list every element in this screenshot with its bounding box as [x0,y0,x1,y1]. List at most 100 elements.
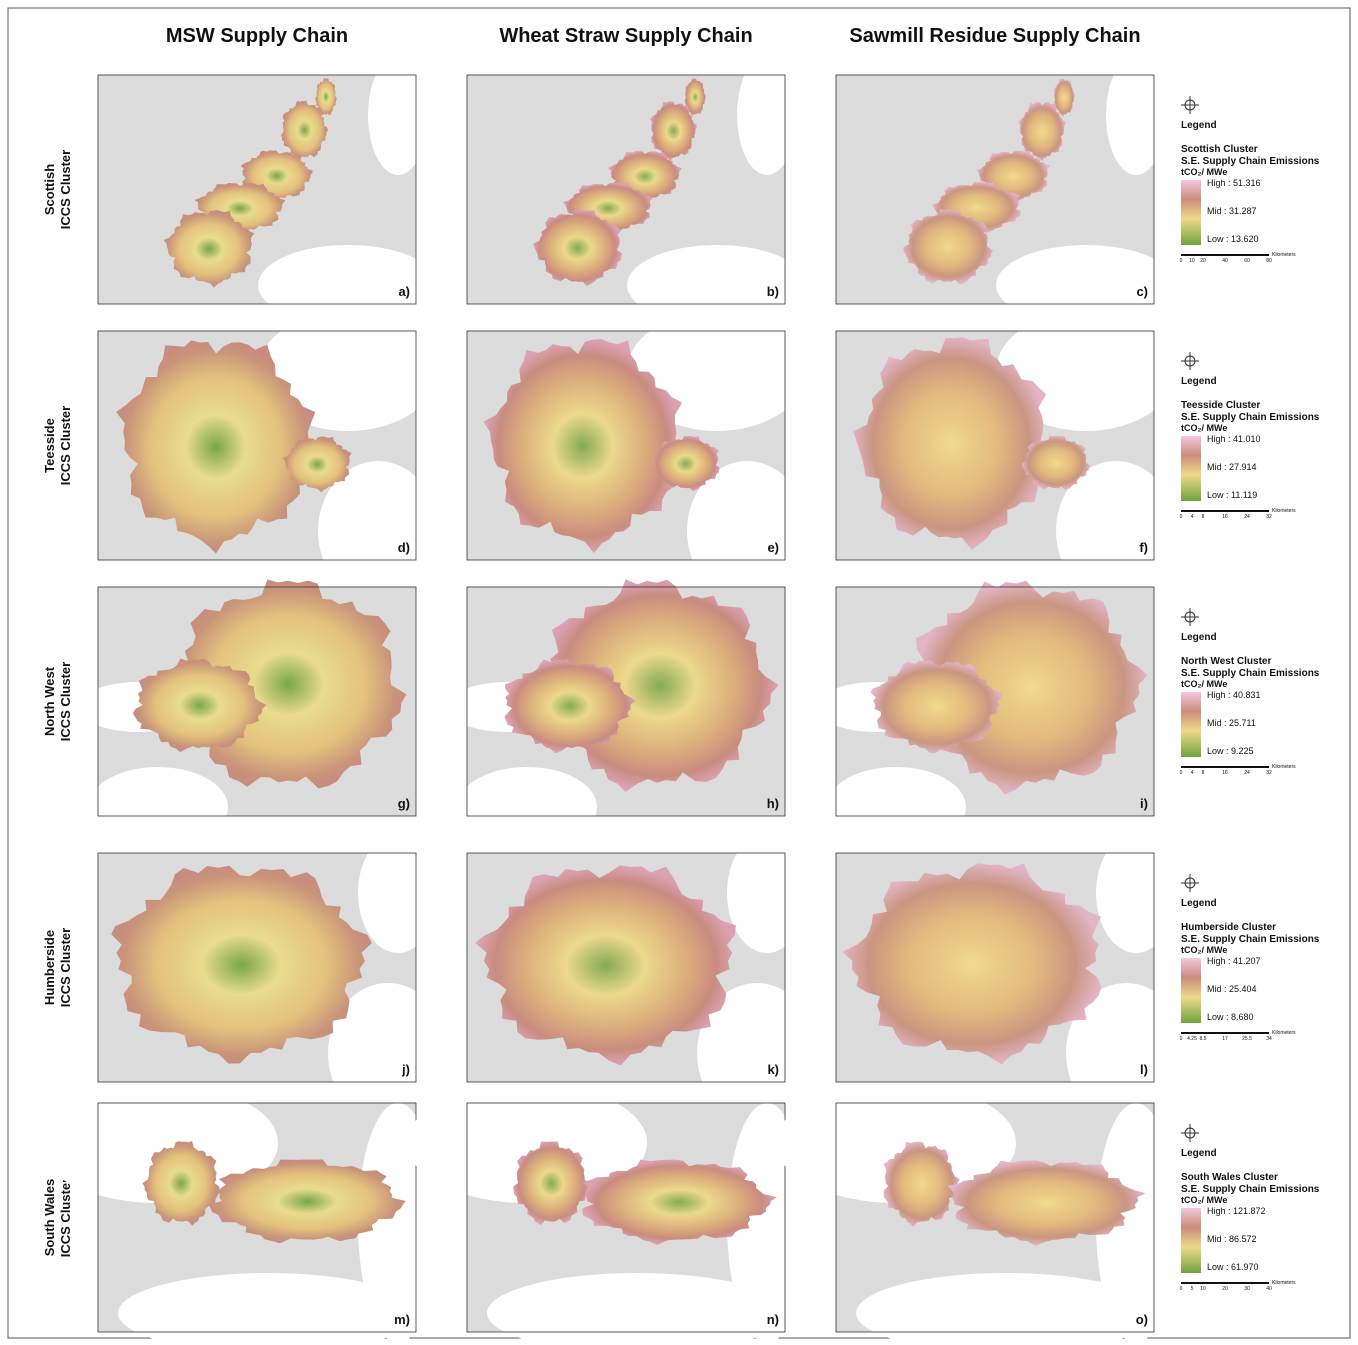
scale-label: 0 [1180,1036,1183,1042]
scale-label: 20 [1200,258,1206,264]
scale-label: 8 [1202,770,1205,776]
panel-letter: j) [401,1062,410,1077]
legend-unit: tCO₂/ MWe [1181,423,1227,433]
legend-title: Legend [1181,376,1217,387]
panel-letter: n) [767,1312,779,1327]
scale-label: 0 [1180,258,1183,264]
scale-label: 16 [1222,770,1228,776]
legend-color-bar [1181,180,1201,245]
row-label-line: Scottish [42,164,57,215]
figure: MSW Supply ChainWheat Straw Supply Chain… [0,0,1358,1345]
sea [1106,55,1166,175]
legend-low: Low : 11.119 [1207,490,1257,500]
legend-high: High : 121.872 [1207,1206,1266,1216]
map-panel: m) [38,1083,438,1345]
row-label: HumbersideICCS Cluster [42,928,73,1007]
row-label: North WestICCS Cluster [42,662,73,741]
sea [826,767,966,847]
sea [727,833,807,953]
panel-letter: h) [767,796,779,811]
legend-low: Low : 8.680 [1207,1012,1254,1022]
legend-high: High : 51.316 [1207,178,1261,188]
scale-label: 4.25 [1187,1036,1197,1042]
legend-title: Legend [1181,632,1217,643]
legend-measure: S.E. Supply Chain Emissions [1181,156,1320,167]
legend-high: High : 41.207 [1207,956,1261,966]
panel-letter: e) [767,540,779,555]
legend-high: High : 41.010 [1207,434,1261,444]
legend-title: Legend [1181,898,1217,909]
map-panel: n) [407,1083,807,1345]
legend-color-bar [1181,692,1201,757]
scale-label: 40 [1266,1286,1272,1292]
panel-letter: d) [398,540,410,555]
map-panel: c) [836,55,1176,325]
row-label: South WalesICCS Cluster [42,1178,73,1257]
map-panel: f) [836,311,1176,601]
scale-bar [1181,1032,1269,1034]
legend-mid: Mid : 31.287 [1207,206,1257,216]
scale-label: 10 [1200,1286,1206,1292]
north-arrow-cross [1181,1124,1199,1142]
map-panel: g) [78,580,416,848]
north-arrow-cross [1181,608,1199,626]
row-label-line: ICCS Cluster [58,150,73,229]
panel-letter: i) [1140,796,1148,811]
scale-label: 4 [1191,514,1194,520]
scale-bar [1181,510,1269,512]
north-arrow [1181,1124,1199,1142]
scale-label: 34 [1266,1036,1272,1042]
map-panel: b) [467,55,807,325]
column-title: Sawmill Residue Supply Chain [849,25,1140,47]
scale-label: 0 [1180,1286,1183,1292]
map-panel: l) [836,833,1186,1123]
row-label-line: North West [42,666,57,736]
legend-title: Legend [1181,1148,1217,1159]
scale-label: 60 [1244,258,1250,264]
north-arrow [1181,96,1199,114]
scale-label: 32 [1266,770,1272,776]
legend-mid: Mid : 25.404 [1207,984,1257,994]
legend-measure: S.E. Supply Chain Emissions [1181,412,1320,423]
scale-label: 25.5 [1242,1036,1252,1042]
row-label-line: Humberside [42,930,57,1005]
sea [358,833,438,953]
sea [457,767,597,847]
scale-unit: Kilometers [1272,1280,1296,1286]
scale-label: 40 [1222,258,1228,264]
north-arrow-cross [1181,96,1199,114]
sea [737,55,797,175]
column-title: MSW Supply Chain [166,25,348,47]
row-label-line: Teesside [42,418,57,473]
row-label: TeessideICCS Cluster [42,406,73,485]
scale-unit: Kilometers [1272,764,1296,770]
legend-title: Legend [1181,120,1217,131]
panel-letter: a) [398,284,410,299]
sea [368,55,428,175]
scale-label: 32 [1266,514,1272,520]
legend-low: Low : 9.225 [1207,746,1254,756]
legend-unit: tCO₂/ MWe [1181,679,1227,689]
north-arrow-cross [1181,352,1199,370]
map-panel: i) [816,581,1154,847]
legend-mid: Mid : 27.914 [1207,462,1257,472]
sea [88,767,228,847]
panel-letter: m) [394,1312,410,1327]
panel-letter: l) [1140,1062,1148,1077]
scale-label: 4 [1191,770,1194,776]
north-arrow [1181,874,1199,892]
panel-letter: k) [767,1062,779,1077]
scale-label: 10 [1189,258,1195,264]
legend-cluster: Humberside Cluster [1181,922,1276,933]
legend-unit: tCO₂/ MWe [1181,945,1227,955]
legend-cluster: Scottish Cluster [1181,144,1258,155]
legend-unit: tCO₂/ MWe [1181,1195,1227,1205]
legend-measure: S.E. Supply Chain Emissions [1181,1184,1320,1195]
north-arrow [1181,352,1199,370]
panel-letter: b) [767,284,779,299]
panel-letter: g) [398,796,410,811]
legend-mid: Mid : 86.572 [1207,1234,1257,1244]
scale-label: 0 [1180,514,1183,520]
legend-cluster: North West Cluster [1181,656,1271,667]
map-panel: j) [98,833,448,1123]
